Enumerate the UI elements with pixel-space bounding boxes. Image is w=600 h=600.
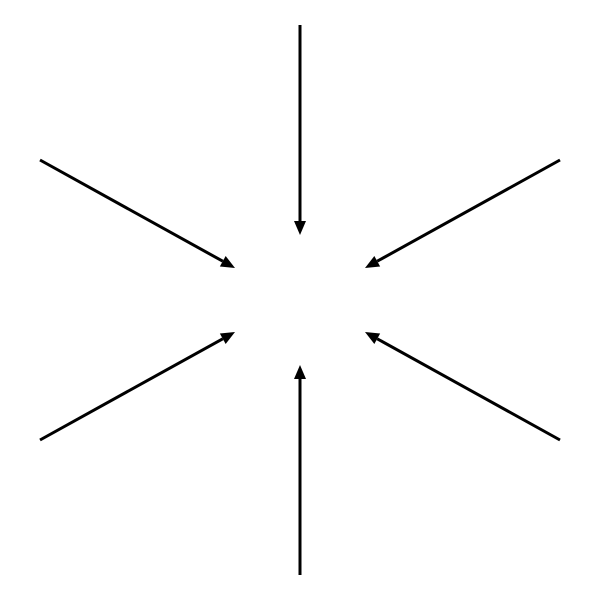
arrow-head-bottom <box>294 365 306 379</box>
arrow-shaft-upper-right <box>377 160 560 261</box>
arrow-head-top <box>294 221 306 235</box>
arrow-shaft-lower-left <box>40 339 223 440</box>
arrow-shaft-lower-right <box>377 339 560 440</box>
converging-arrows-diagram <box>0 0 600 600</box>
arrow-shaft-upper-left <box>40 160 223 261</box>
